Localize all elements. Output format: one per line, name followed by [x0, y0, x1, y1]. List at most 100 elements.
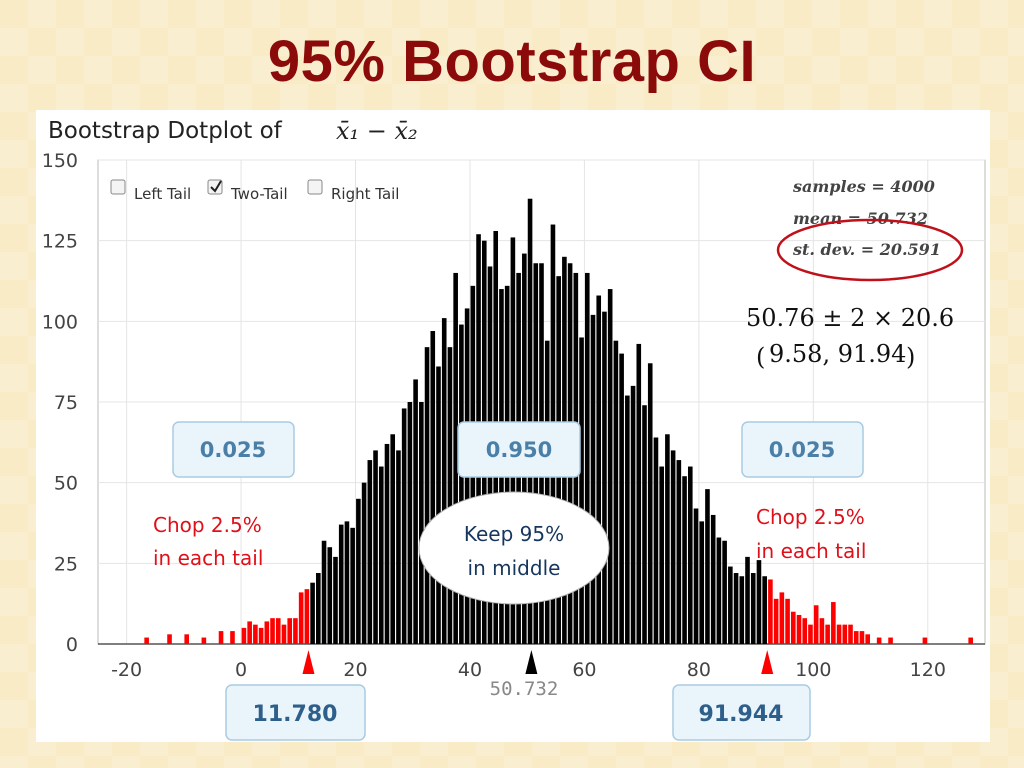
tail-bar [819, 618, 825, 644]
tail-bar [785, 598, 790, 644]
bar [544, 340, 550, 644]
bar [625, 395, 630, 644]
ci-paren-close: ) [906, 343, 915, 371]
tail-bar [218, 631, 224, 644]
tail-bar [258, 627, 264, 644]
bar [579, 337, 584, 644]
left-tail-checkbox[interactable] [110, 179, 126, 195]
bar [390, 434, 396, 644]
tail-bar [859, 631, 865, 644]
stdev-highlight-circle [776, 218, 964, 282]
x-tick-label: 40 [458, 659, 482, 681]
upper-bound-marker[interactable] [761, 650, 774, 674]
x-tick-label: 100 [795, 659, 831, 681]
right-note-line1: Chop 2.5% [756, 505, 865, 529]
bootstrap-dotplot: Bootstrap Dotplot of x̄₁ − x̄₂ 0 25 50 75 10… [42, 117, 986, 741]
tail-bar [241, 627, 247, 644]
upper-bound-box[interactable]: 91.944 [672, 684, 811, 741]
y-tick-label: 125 [42, 231, 78, 253]
middle-note-line1: Keep 95% [464, 522, 564, 546]
bar [693, 508, 699, 644]
bar [762, 576, 767, 644]
tail-bar [298, 592, 304, 644]
y-axis-ticks: 0 25 50 75 100 125 150 [42, 150, 78, 656]
bar [722, 540, 727, 644]
bar [739, 576, 745, 644]
x-axis-ticks: -20 0 20 40 60 80 100 120 [111, 659, 946, 681]
bar [705, 489, 710, 644]
tail-bar [773, 598, 779, 644]
checkmark-icon [210, 180, 222, 193]
mean-marker[interactable] [525, 650, 538, 674]
bar [453, 272, 458, 644]
tail-bar [876, 637, 882, 644]
left-tail-label: Left Tail [134, 185, 191, 203]
tail-bar [813, 605, 819, 644]
bar [710, 514, 716, 644]
y-tick-label: 25 [54, 553, 78, 575]
bar [750, 573, 756, 644]
bar [378, 466, 384, 644]
left-note-line1: Chop 2.5% [153, 513, 262, 537]
left-proportion-box[interactable]: 0.025 [172, 421, 295, 478]
two-tail-option[interactable]: Two-Tail [207, 179, 288, 203]
bar [396, 450, 401, 644]
tail-bar [779, 592, 785, 644]
bar [424, 347, 430, 644]
bar [356, 498, 361, 644]
tail-bar [230, 631, 235, 644]
tail-bar [848, 624, 853, 644]
y-tick-label: 75 [54, 392, 78, 414]
tail-bar [796, 614, 802, 644]
bar [659, 466, 664, 644]
x-grid [126, 160, 929, 644]
slide-title: 95% Bootstrap CI [267, 29, 757, 94]
bar [653, 437, 659, 644]
tail-bar [802, 618, 808, 644]
tail-bar [922, 637, 928, 644]
tail-bar [270, 618, 275, 644]
bar [728, 566, 733, 644]
bar [745, 556, 750, 644]
tail-bar [144, 637, 149, 644]
bar [333, 556, 338, 644]
tail-bar [247, 621, 252, 644]
bar [401, 408, 407, 644]
middle-note-line2: in middle [468, 556, 561, 580]
tail-bar [275, 618, 281, 644]
right-proportion-value: 0.025 [769, 438, 835, 462]
bar [642, 405, 647, 644]
bar [630, 385, 636, 644]
ci-formula: 50.76 ± 2 × 20.6 [746, 304, 954, 332]
lower-bound-box[interactable]: 11.780 [225, 684, 366, 741]
right-note-line2: in each tail [756, 539, 866, 563]
bar [665, 434, 670, 644]
bar [756, 560, 762, 644]
middle-note-bubble [418, 491, 610, 605]
two-tail-label: Two-Tail [230, 185, 288, 203]
bar [367, 460, 373, 644]
bar [636, 343, 642, 644]
bar [316, 573, 321, 644]
bar [338, 524, 344, 644]
bar [344, 521, 350, 644]
lower-bound-marker[interactable] [302, 650, 315, 674]
tail-bar [888, 637, 893, 644]
tail-bar [184, 634, 189, 644]
tail-bar [842, 624, 848, 644]
middle-proportion-box[interactable]: 0.950 [457, 421, 581, 478]
chart-title-text: Bootstrap Dotplot of [48, 118, 283, 144]
right-tail-label: Right Tail [331, 185, 399, 203]
x-tick-label: -20 [111, 659, 142, 681]
bar [327, 547, 333, 644]
left-tail-option[interactable]: Left Tail [110, 179, 191, 203]
right-tail-option[interactable]: Right Tail [307, 179, 399, 203]
bar [687, 466, 693, 644]
tail-bar [264, 621, 270, 644]
x-tick-label: 120 [910, 659, 946, 681]
right-tail-checkbox[interactable] [307, 179, 323, 195]
right-proportion-box[interactable]: 0.025 [741, 421, 864, 478]
tail-bar [968, 637, 973, 644]
bar [607, 289, 613, 644]
bar [602, 311, 607, 644]
